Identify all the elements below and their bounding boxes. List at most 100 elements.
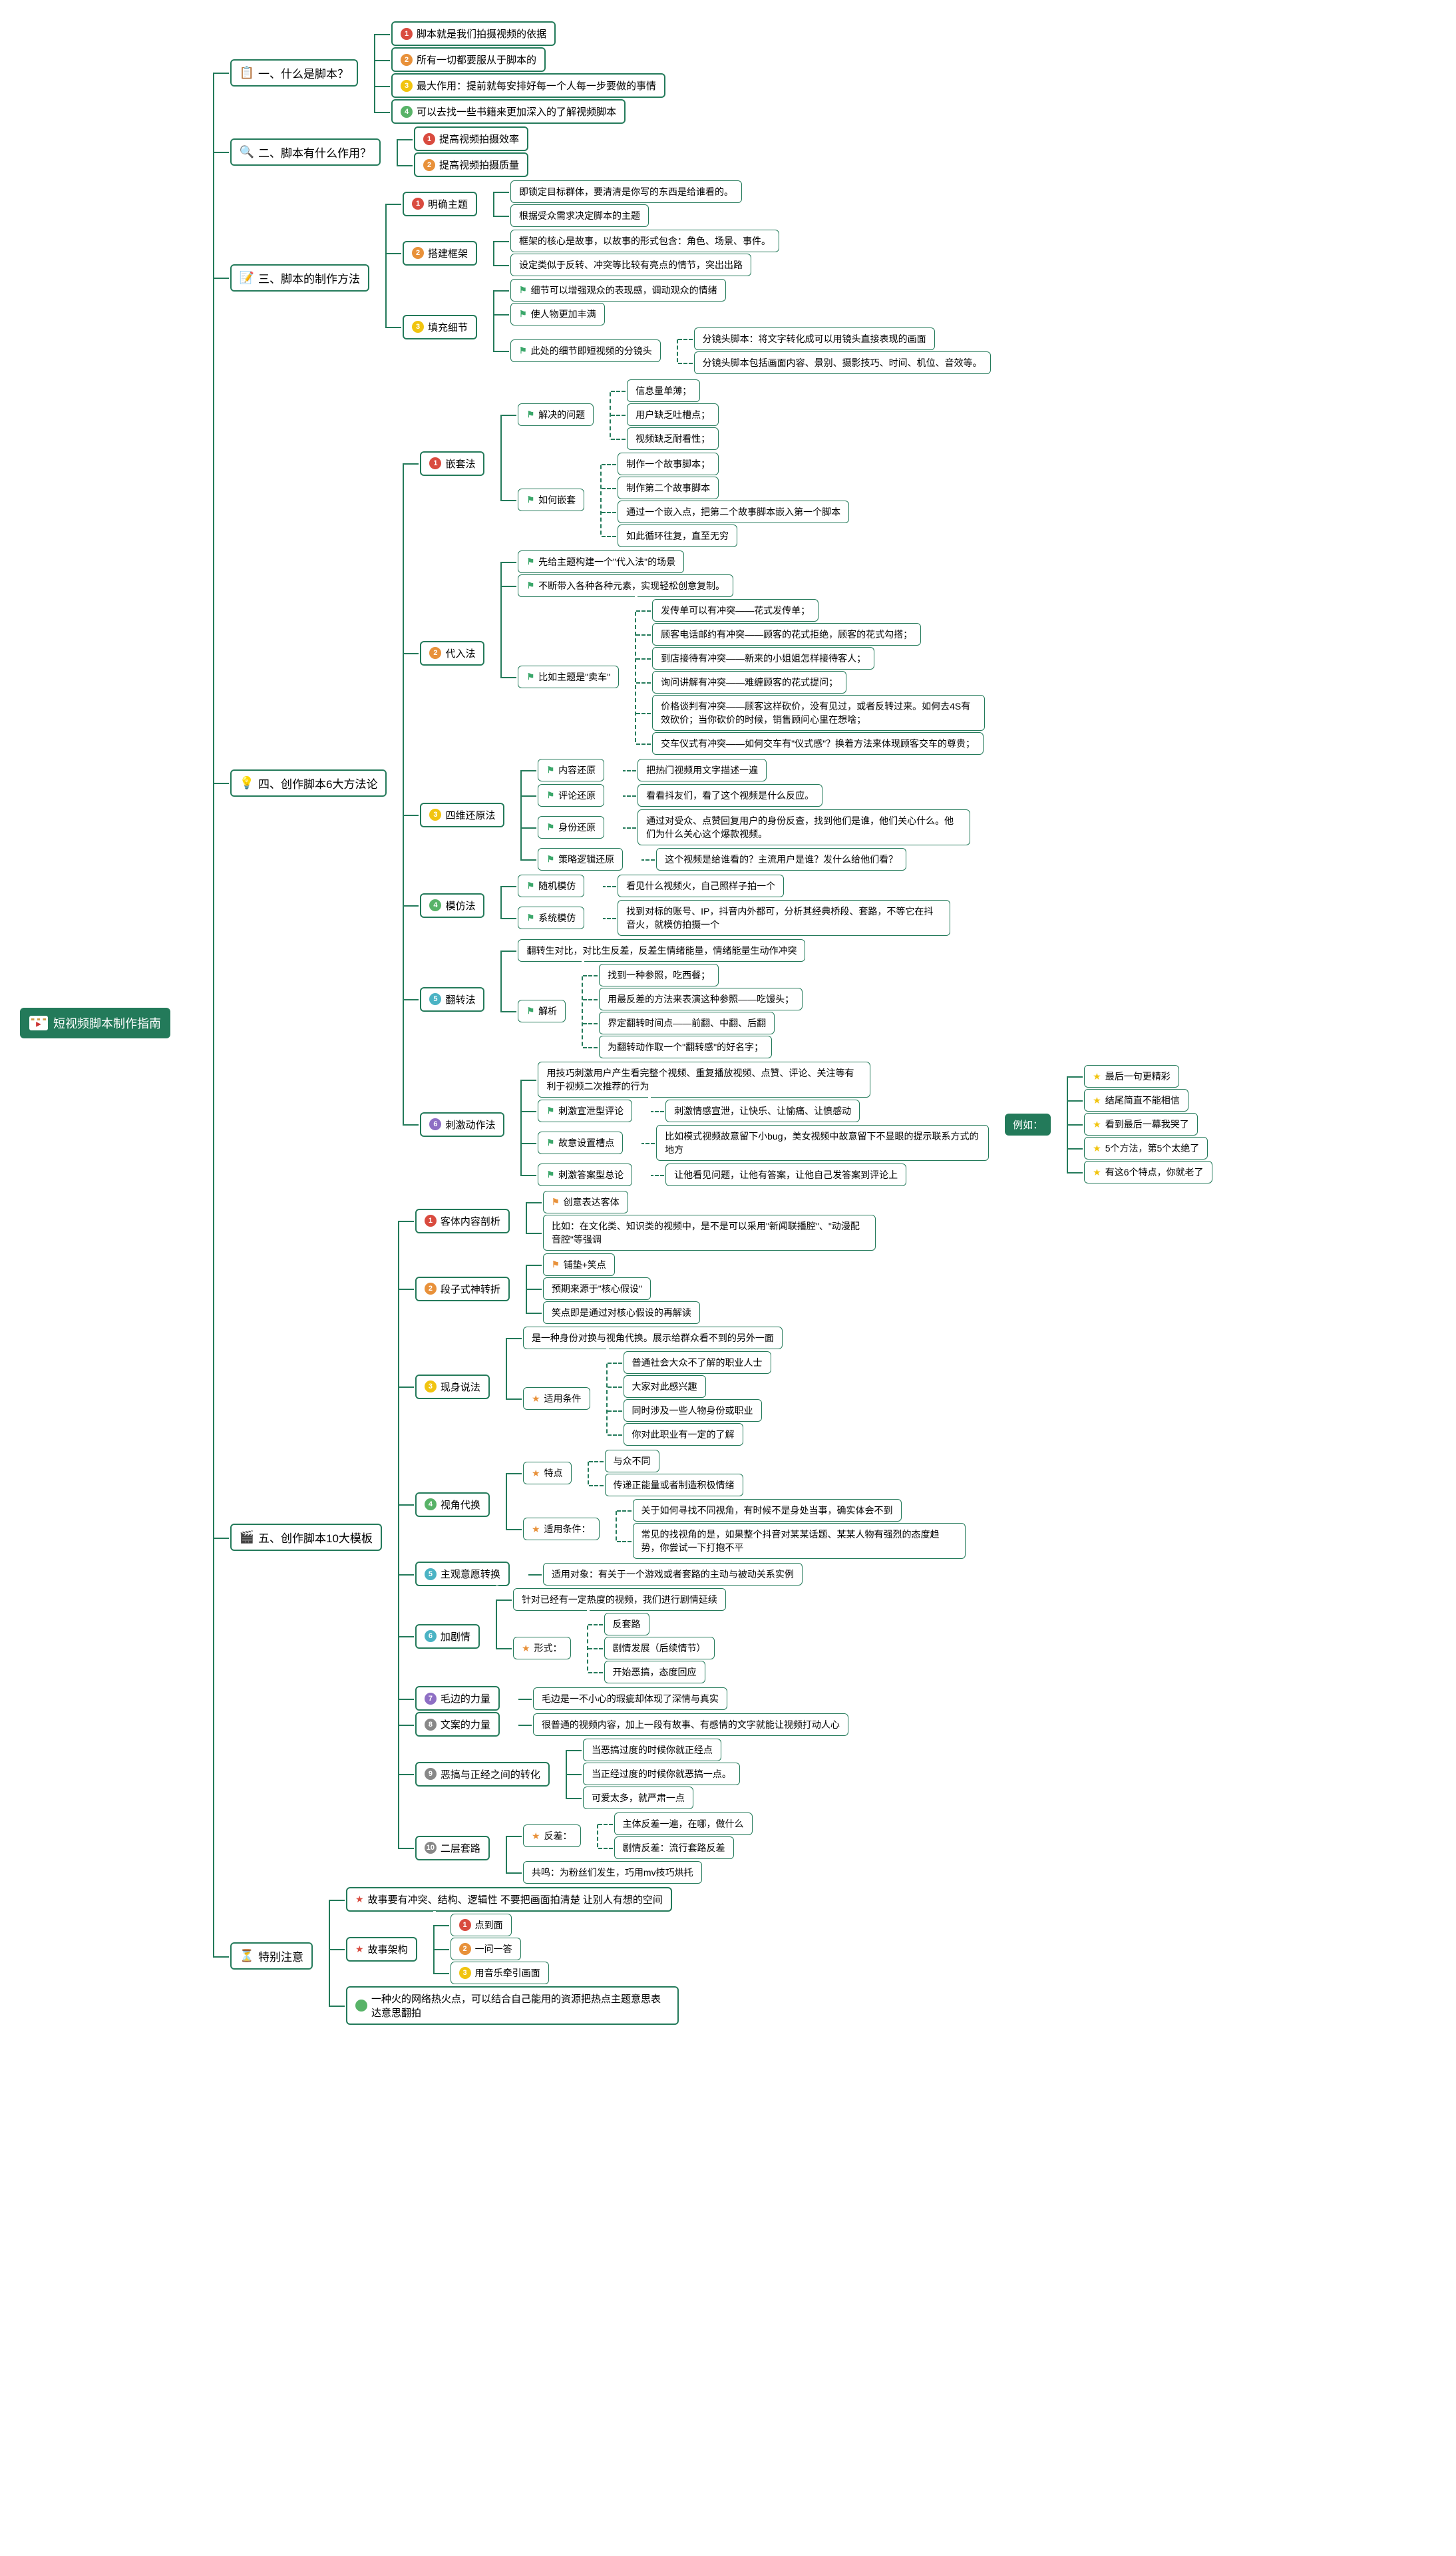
tree-row: ⚑如何嵌套制作一个故事脚本；制作第二个故事脚本通过一个嵌入点，把第二个故事脚本嵌… [518,452,849,548]
tree-row: 预期来源于"核心假设" [543,1277,700,1300]
tree-row: ★5个方法，第5个太绝了 [1084,1137,1212,1160]
node-text: 细节可以增强观众的表现感，调动观众的情绪 [531,284,717,297]
tree-row: ⚑解决的问题信息量单薄；用户缺乏吐槽点；视频缺乏耐看性； [518,379,849,451]
node-text: 脚本就是我们拍摄视频的依据 [417,27,546,41]
tree-node: 2一问一答 [451,1938,521,1960]
tree-node: 信息量单薄； [627,379,700,402]
section-title: 四、创作脚本6大方法论 [258,775,377,791]
flag-icon: ⚑ [519,309,527,320]
tree-row: 信息量单薄； [627,379,719,402]
node-text: 评论还原 [558,789,596,802]
tree-row: 剧情发展（后续情节） [604,1637,715,1659]
tree-node: 用技巧刺激用户产生看完整个视频、重复播放视频、点赞、评论、关注等有利于视频二次推… [538,1062,870,1098]
tree-node: 4模仿法 [420,893,484,918]
node-text: 毛边的力量 [441,1691,490,1705]
tree-row: 2一问一答 [451,1938,549,1960]
tree-row: 用技巧刺激用户产生看完整个视频、重复播放视频、点赞、评论、关注等有利于视频二次推… [538,1062,989,1098]
children-column: 普通社会大众不了解的职业人士大家对此感兴趣同时涉及一些人物身份或职业你对此职业有… [606,1351,771,1446]
tree-node: ⚑刺激宣泄型评论 [538,1100,632,1122]
tree-node: ⚑系统模仿 [518,907,584,929]
children-column: 找到对标的账号、IP，抖音内外都可，分析其经典桥段、套路，不等它在抖音火，就模仿… [600,899,950,937]
tree-row: ⚑随机模仿看见什么视频火，自己照样子拍一个 [518,874,950,898]
node-text: 铺垫+笑点 [564,1258,606,1271]
section-icon: 📋 [240,65,254,80]
star-icon: ★ [355,1944,364,1955]
flag-icon: ⚑ [519,345,527,356]
tree-row: 同时涉及一些人物身份或职业 [624,1399,771,1422]
number-bullet: 3 [401,80,413,92]
tree-row: 9恶搞与正经之间的转化当恶搞过度的时候你就正经点当正经过度的时候你就恶搞一点。可… [415,1738,966,1810]
node-text: 普通社会大众不了解的职业人士 [632,1356,763,1369]
children-column: 看看抖友们，看了这个视频是什么反应。 [620,783,822,807]
flag-icon: ⚑ [519,285,527,296]
tree-node: 是一种身份对换与视角代换。展示给群众看不到的另外一面 [523,1327,783,1349]
tree-node: 发传单可以有冲突——花式发传单； [652,599,819,622]
tree-node: 顾客电话邮约有冲突——顾客的花式拒绝，顾客的花式勾搭； [652,623,921,646]
tree-node: 翻转生对比，对比生反差，反差生情绪能量，情绪能量生动作冲突 [518,939,805,962]
flag-icon: ⚑ [552,1259,560,1270]
tree-row: 开始恶搞，态度回应 [604,1661,715,1683]
node-text: 创意表达客体 [564,1195,620,1209]
tree-row: ★看到最后一幕我哭了 [1084,1113,1212,1136]
node-text: 所有一切都要服从于脚本的 [417,53,536,67]
children-column: 毛边是一不小心的瑕疵却体现了深情与真实 [516,1687,727,1711]
tree-row: 反套路 [604,1613,715,1635]
node-text: 当恶搞过度的时候你就正经点 [592,1743,713,1757]
node-text: 填充细节 [428,320,468,334]
number-bullet: 1 [423,133,435,145]
node-text: 预期来源于"核心假设" [552,1282,642,1295]
node-text: 找到对标的账号、IP，抖音内外都可，分析其经典桥段、套路，不等它在抖音火，就模仿… [626,905,942,931]
children-column: 看见什么视频火，自己照样子拍一个 [600,874,784,898]
tree-row: ⚑不断带入各种各种元素，实现轻松创意复制。 [518,574,985,597]
node-text: 现身说法 [441,1380,480,1394]
tree-node: ★看到最后一幕我哭了 [1084,1113,1198,1136]
flag-icon: ⚑ [546,854,554,865]
tree-row: 2代入法⚑先给主题构建一个"代入法"的场景⚑不断带入各种各种元素，实现轻松创意复… [420,550,1212,756]
node-text: 即锁定目标群体，要清清是你写的东西是给谁看的。 [519,185,733,198]
tree-node: 把热门视频用文字描述一遍 [637,759,767,781]
tree-node: ★适用条件： [523,1518,600,1540]
tree-row: ⚑解析找到一种参照，吃西餐；用最反差的方法来表演这种参照——吃馒头；界定翻转时间… [518,963,805,1059]
node-text: 系统模仿 [538,911,576,925]
flag-icon: ⚑ [546,1138,554,1148]
tree-row: ⚑先给主题构建一个"代入法"的场景 [518,550,985,573]
node-text: 故意设置槽点 [558,1136,614,1150]
number-bullet: 3 [425,1381,437,1392]
number-bullet: 5 [425,1568,437,1580]
flag-icon: ⚑ [526,409,534,420]
children-column: 1明确主题即锁定目标群体，要清清是你写的东西是给谁看的。根据受众需求决定脚本的主… [385,179,991,376]
tree-node: 8文案的力量 [415,1712,500,1737]
node-text: 段子式神转折 [441,1282,500,1296]
children-column: 翻转生对比，对比生反差，反差生情绪能量，情绪能量生动作冲突⚑解析找到一种参照，吃… [500,939,805,1060]
node-text: 刺激动作法 [445,1118,495,1132]
tree-row: 找到对标的账号、IP，抖音内外都可，分析其经典桥段、套路，不等它在抖音火，就模仿… [618,900,950,936]
children-column: 主体反差一遍，在哪，做什么剧情反差：流行套路反差 [597,1812,753,1860]
node-text: 视角代换 [441,1498,480,1512]
number-bullet: 5 [429,993,441,1005]
node-text: 用最反差的方法来表演这种参照——吃馒头； [608,992,794,1006]
tree-row: ★特点与众不同传递正能量或者制造积极情绪 [523,1449,966,1497]
node-text: 用户缺乏吐槽点； [636,408,710,421]
root-label: 短视频脚本制作指南 [53,1014,161,1032]
tree-node: 视频缺乏耐看性； [627,427,719,450]
tree-row: 1明确主题即锁定目标群体，要清清是你写的东西是给谁看的。根据受众需求决定脚本的主… [403,180,991,228]
tree-row: 一种火的网络热火点，可以结合自己能用的资源把热点主题意思表达意思翻拍 [346,1986,679,2025]
children-column: 用技巧刺激用户产生看完整个视频、重复播放视频、点赞、评论、关注等有利于视频二次推… [520,1061,989,1187]
node-text: 笑点即是通过对核心假设的再解读 [552,1306,691,1319]
tree-node: 到店接待有冲突——新来的小姐姐怎样接待客人； [652,647,874,670]
tree-row: ⚑比如主题是"卖车"发传单可以有冲突——花式发传单；顾客电话邮约有冲突——顾客的… [518,598,985,755]
section-node: 📝三、脚本的制作方法 [230,264,369,292]
star-icon: ★ [1093,1095,1101,1106]
tree-row: 关于如何寻找不同视角，有时候不是身处当事，确实体会不到 [633,1499,966,1522]
section-row: 📝三、脚本的制作方法 1明确主题即锁定目标群体，要清清是你写的东西是给谁看的。根据… [230,179,1212,376]
node-text: 有这6个特点，你就老了 [1105,1166,1204,1179]
tree-node: 当恶搞过度的时候你就正经点 [583,1739,721,1761]
tree-node: ⚑ 细节可以增强观众的表现感，调动观众的情绪 [510,279,726,302]
tree-node: 笑点即是通过对核心假设的再解读 [543,1301,700,1324]
tree-node: 界定翻转时间点——前翻、中翻、后翻 [599,1012,775,1034]
tree-node: 交车仪式有冲突——如何交车有"仪式感"？换着方法来体现顾客交车的尊贵； [652,732,984,755]
tree-node: 1脚本就是我们拍摄视频的依据 [391,21,556,46]
tree-node: ⚑ 故意设置槽点 [538,1132,623,1154]
tree-node: 用最反差的方法来表演这种参照——吃馒头； [599,988,803,1010]
section-node: ⏳特别注意 [230,1942,313,1970]
